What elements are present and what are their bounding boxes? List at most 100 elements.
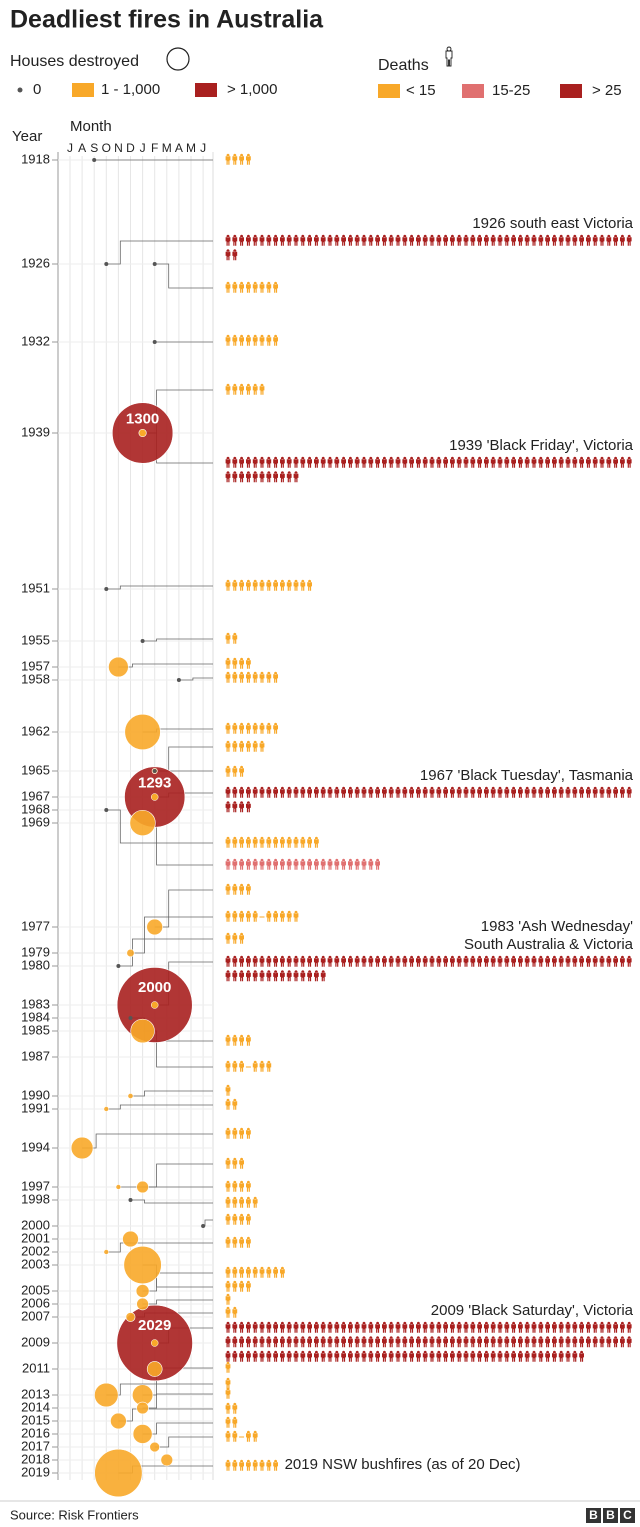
death-icon xyxy=(246,883,251,895)
death-icon xyxy=(286,858,292,870)
death-icon xyxy=(341,1321,346,1333)
death-icon xyxy=(456,1321,462,1333)
death-icon xyxy=(517,1336,523,1348)
death-icon xyxy=(375,1350,380,1362)
death-icon xyxy=(246,471,251,483)
death-icon xyxy=(239,932,244,944)
death-icon xyxy=(232,1402,238,1414)
death-icon xyxy=(606,955,612,967)
death-icon xyxy=(341,456,346,468)
death-icon xyxy=(225,970,231,982)
death-icon xyxy=(300,1336,306,1348)
death-icon xyxy=(606,234,612,246)
death-icon xyxy=(449,955,455,967)
death-icon xyxy=(300,579,306,591)
death-icon xyxy=(239,970,244,982)
fire-bubble xyxy=(116,964,121,968)
death-icon xyxy=(232,836,238,848)
fire-bubble xyxy=(136,1180,149,1194)
death-icon xyxy=(225,632,231,644)
death-icon xyxy=(246,955,251,967)
death-icon xyxy=(375,1336,380,1348)
leader-line xyxy=(154,889,213,928)
death-icon xyxy=(293,456,299,468)
y-tick-label: 1991 xyxy=(21,1100,50,1115)
death-icon xyxy=(273,234,278,246)
death-icon xyxy=(327,456,333,468)
death-icon xyxy=(538,1350,544,1362)
death-icon xyxy=(368,858,374,870)
death-icon xyxy=(225,1127,231,1139)
death-icon xyxy=(252,234,258,246)
death-icon xyxy=(259,383,265,395)
death-icon xyxy=(266,970,272,982)
death-icon xyxy=(225,1236,231,1248)
deaths-group xyxy=(225,1127,251,1139)
death-icon xyxy=(232,234,238,246)
death-icon xyxy=(252,955,258,967)
death-icon xyxy=(266,334,272,346)
houses-legend-icon xyxy=(166,47,190,71)
fire-bubble xyxy=(152,340,157,344)
death-icon xyxy=(347,955,353,967)
fire-bubble xyxy=(104,587,109,591)
death-icon xyxy=(307,456,312,468)
x-tick-label: S xyxy=(90,141,98,155)
death-icon xyxy=(313,970,319,982)
x-tick-label: F xyxy=(151,141,158,155)
deaths-group xyxy=(225,1377,231,1389)
death-icon xyxy=(259,1060,265,1072)
death-icon xyxy=(422,786,428,798)
death-icon xyxy=(449,1336,455,1348)
death-icon xyxy=(252,740,258,752)
y-tick-label: 2002 xyxy=(21,1243,50,1258)
death-icon xyxy=(266,1266,272,1278)
title: Deadliest fires in Australia xyxy=(10,6,324,34)
death-icon xyxy=(279,786,285,798)
death-icon xyxy=(246,1034,251,1046)
death-icon xyxy=(246,234,251,246)
death-icon xyxy=(225,383,231,395)
death-icon xyxy=(606,786,612,798)
death-icon xyxy=(246,740,251,752)
death-icon xyxy=(225,153,231,165)
death-icon xyxy=(293,786,299,798)
death-icon xyxy=(259,1459,265,1471)
death-icon xyxy=(225,932,231,944)
death-icon xyxy=(232,249,238,261)
y-tick-label: 2018 xyxy=(21,1451,50,1466)
death-icon xyxy=(279,955,285,967)
death-icon xyxy=(395,456,401,468)
death-icon xyxy=(239,671,244,683)
death-icon xyxy=(381,1336,387,1348)
annotation: 1926 south east Victoria xyxy=(472,215,633,232)
death-icon xyxy=(388,1350,394,1362)
death-icon xyxy=(619,1336,625,1348)
death-icon xyxy=(490,955,496,967)
y-tick-label: 1980 xyxy=(21,957,50,972)
death-icon xyxy=(483,1350,489,1362)
death-icon xyxy=(225,1350,231,1362)
death-icon xyxy=(470,1350,476,1362)
death-icon xyxy=(490,456,496,468)
death-icon xyxy=(517,1350,523,1362)
death-icon xyxy=(279,579,285,591)
death-icon xyxy=(246,1280,251,1292)
death-icon xyxy=(565,1336,571,1348)
death-icon xyxy=(422,1350,428,1362)
death-icon xyxy=(551,456,557,468)
death-icon xyxy=(395,1350,401,1362)
fire-bubble xyxy=(149,1441,160,1453)
death-icon xyxy=(266,234,272,246)
death-icon xyxy=(415,234,421,246)
death-icon xyxy=(558,1336,564,1348)
x-tick-label: O xyxy=(102,141,111,155)
death-icon xyxy=(300,836,306,848)
deaths-group xyxy=(225,1293,231,1305)
death-icon xyxy=(273,456,278,468)
death-icon xyxy=(463,456,469,468)
houses-label: 2000 xyxy=(138,979,171,996)
deaths-group xyxy=(225,955,632,982)
death-icon xyxy=(320,234,326,246)
death-icon xyxy=(619,955,625,967)
